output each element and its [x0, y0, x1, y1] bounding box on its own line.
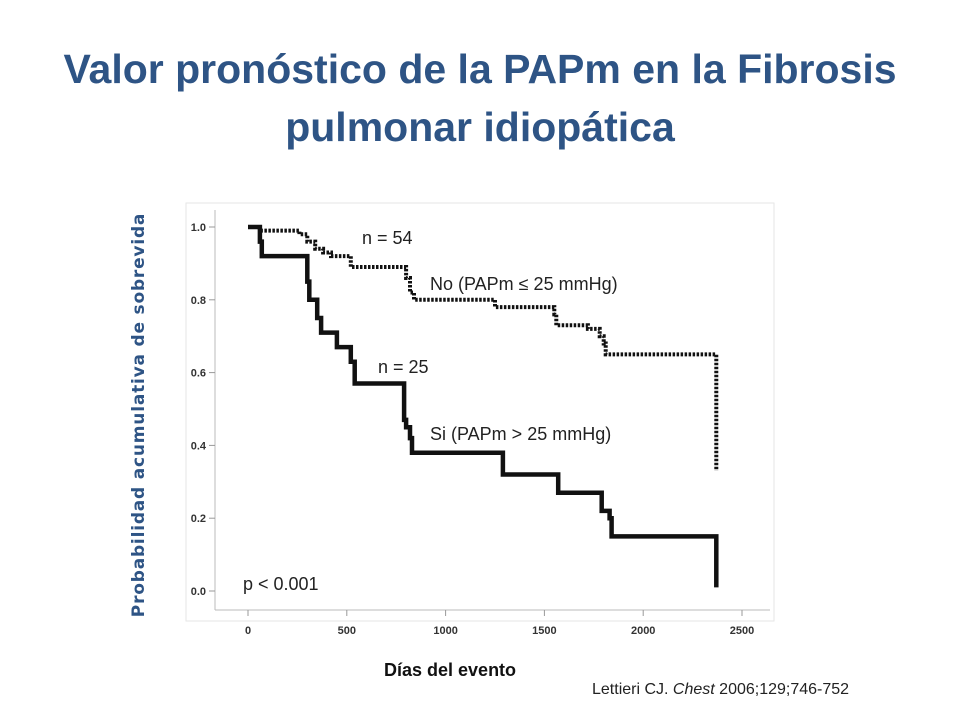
citation-author: Lettieri CJ.	[592, 681, 669, 698]
n-label-si: n = 25	[378, 357, 429, 377]
y-tick-label: 0.8	[191, 295, 206, 307]
x-tick-label: 1500	[532, 625, 556, 637]
x-tick-label: 500	[338, 625, 356, 637]
slide-title-line-1: Valor pronóstico de la PAPm en la Fibros…	[63, 46, 897, 92]
x-tick-label: 2500	[730, 625, 754, 637]
slide-title-line-2: pulmonar idiopática	[285, 104, 675, 150]
y-tick-label: 0.0	[191, 586, 206, 598]
legend-label-no: No (PAPm ≤ 25 mmHg)	[430, 274, 618, 294]
x-tick-label: 0	[245, 625, 251, 637]
survival-curve-si	[248, 224, 719, 588]
legend-label-si: Si (PAPm > 25 mmHg)	[430, 424, 611, 444]
x-tick-label: 1000	[433, 625, 457, 637]
x-tick-label: 2000	[631, 625, 655, 637]
slide-title: Valor pronóstico de la PAPm en la Fibros…	[40, 40, 920, 156]
y-tick-label: 0.2	[191, 513, 206, 525]
x-axis-ticks: 0 500 1000 1500 2000 2500	[245, 610, 754, 637]
citation-details: 2006;129;746-752	[719, 681, 850, 698]
survival-curve-no	[248, 225, 719, 471]
y-tick-label: 0.6	[191, 368, 206, 380]
citation-journal: Chest	[672, 681, 715, 698]
y-tick-label: 1.0	[191, 222, 206, 234]
n-label-no: n = 54	[362, 228, 413, 248]
p-value-annotation: p < 0.001	[243, 574, 319, 594]
citation: Lettieri CJ. Chest 2006;129;746-752	[592, 681, 849, 699]
y-tick-label: 0.4	[191, 440, 207, 452]
y-axis-ticks: 0.0 0.2 0.4 0.6 0.8 1.0	[191, 222, 215, 598]
survival-curves	[248, 224, 719, 588]
plot-frame	[185, 202, 775, 622]
x-axis-label: Días del evento	[384, 660, 517, 680]
